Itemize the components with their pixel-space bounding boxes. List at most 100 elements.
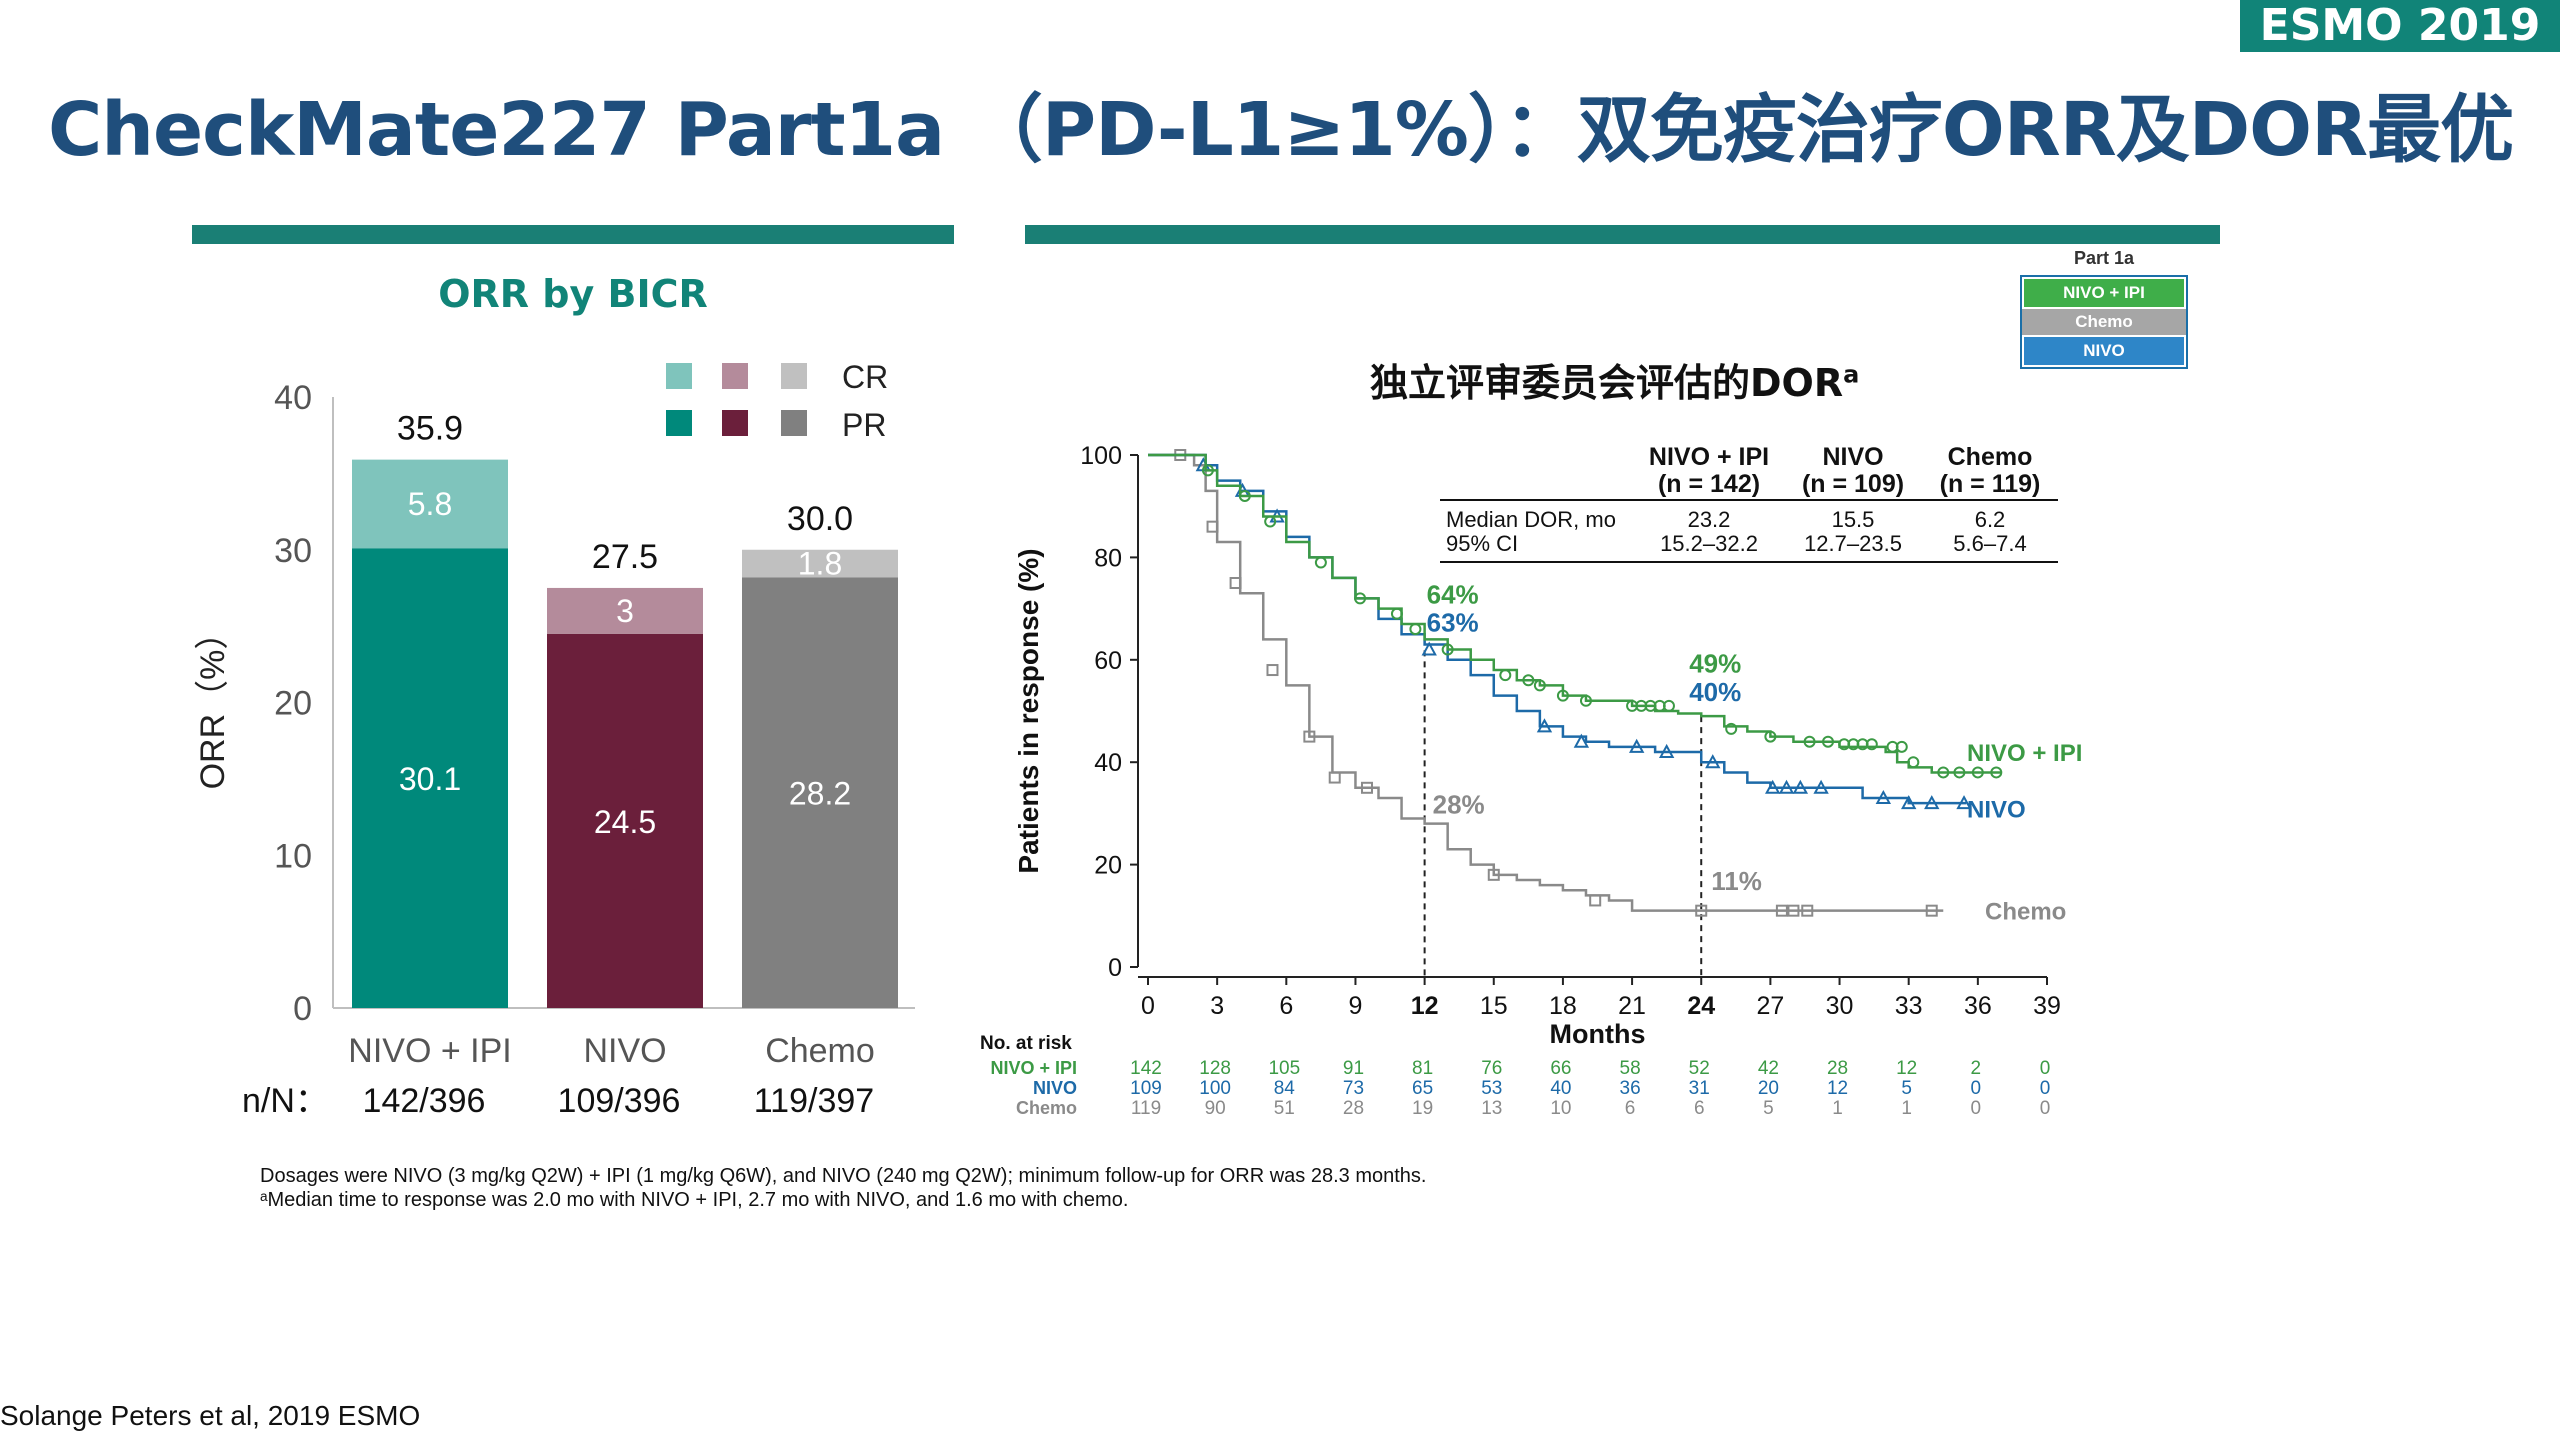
source-citation: Solange Peters et al, 2019 ESMO <box>0 1400 421 1431</box>
legend-cr-swatch <box>666 363 692 389</box>
table-cell: 23.2 <box>1688 507 1731 532</box>
bar-total-label: 27.5 <box>592 538 658 576</box>
orr-nn-value: 109/396 <box>558 1082 681 1120</box>
km-x-tick: 33 <box>1895 992 1923 1020</box>
part1a-legend-title: Part 1a <box>2073 248 2135 268</box>
km-censor-mark <box>1901 795 1917 810</box>
bar-total-label: 35.9 <box>397 410 463 448</box>
table-cell: 5.6–7.4 <box>1953 531 2026 556</box>
risk-cell: 1 <box>1901 1098 1912 1119</box>
table-cell: 12.7–23.5 <box>1804 531 1902 556</box>
km-censor-mark <box>1573 733 1590 748</box>
km-censor-mark <box>1589 894 1602 907</box>
part1a-legend-chemo: Chemo <box>2022 309 2186 335</box>
km-x-tick: 30 <box>1826 992 1854 1020</box>
orr-chart-title: ORR by BICR <box>438 272 708 316</box>
risk-cell: 12 <box>1827 1078 1848 1099</box>
legend-pr-label: PR <box>842 407 886 443</box>
km-censor-mark <box>1556 689 1569 702</box>
risk-cell: 5 <box>1901 1078 1912 1099</box>
risk-cell: 13 <box>1481 1098 1502 1119</box>
risk-cell: 128 <box>1199 1058 1231 1079</box>
orr-bar-chart: 0 10 20 30 40 ORR（%） 30.1 5.8 35.9 24.5 3 27.5 28.2… <box>194 359 915 1120</box>
km-annotation: 40% <box>1689 677 1741 707</box>
risk-cell: 40 <box>1550 1078 1571 1099</box>
km-censor-mark <box>1441 643 1454 656</box>
km-censor-mark <box>1264 515 1277 528</box>
km-censor-mark <box>1990 766 2003 779</box>
bar-pr <box>742 577 898 1008</box>
km-x-tick: 0 <box>1141 992 1155 1020</box>
risk-cell: 105 <box>1268 1058 1300 1079</box>
risk-cell: 0 <box>2040 1058 2051 1079</box>
risk-row-label: Chemo <box>1016 1098 1077 1118</box>
footnote-dosage: Dosages were NIVO (3 mg/kg Q2W) + IPI (1… <box>260 1165 1427 1187</box>
km-x-tick: 18 <box>1549 992 1577 1020</box>
table-cell: 15.2–32.2 <box>1660 531 1758 556</box>
km-censor-mark <box>1725 722 1738 735</box>
km-censor-mark <box>1629 738 1645 753</box>
risk-cell: 36 <box>1620 1078 1641 1099</box>
km-x-label: Months <box>1550 1019 1646 1049</box>
risk-cell: 84 <box>1274 1078 1296 1099</box>
km-annotations: 64%63% 49%40% 28% 11% <box>1427 579 1762 896</box>
km-censor-mark <box>1971 766 1984 779</box>
km-y-tick: 100 <box>1080 442 1122 470</box>
km-x-tick: 3 <box>1210 992 1224 1020</box>
bar-pr <box>547 633 703 1008</box>
bar-pr-label: 24.5 <box>594 804 656 840</box>
risk-cell: 66 <box>1550 1058 1571 1079</box>
risk-cell: 90 <box>1205 1098 1226 1119</box>
km-end-label: NIVO <box>1967 796 2026 823</box>
risk-cell: 2 <box>1971 1058 1982 1079</box>
km-curve-nivo-ipi <box>1148 453 2001 774</box>
bar-cr-label: 3 <box>616 593 634 629</box>
bar-cr <box>352 459 508 549</box>
km-reference-lines <box>1423 639 1703 977</box>
risk-cell: 0 <box>2040 1098 2051 1119</box>
risk-cell: 28 <box>1827 1058 1848 1079</box>
table-header-n: (n = 142) <box>1658 470 1760 498</box>
orr-legend: CR PR <box>666 359 888 443</box>
orr-nn-value: 142/396 <box>363 1082 486 1120</box>
km-censor-mark <box>1695 904 1708 917</box>
orr-y-tick: 10 <box>274 837 312 875</box>
km-end-label: NIVO + IPI <box>1967 740 2082 767</box>
risk-cell: 6 <box>1694 1098 1705 1119</box>
legend-pr-swatch <box>722 410 748 436</box>
risk-cell: 109 <box>1130 1078 1162 1099</box>
table-cell: 15.5 <box>1832 507 1875 532</box>
km-y-label: Patients in response (%) <box>1013 548 1044 873</box>
km-censor-mark <box>1579 694 1592 707</box>
orr-y-label: ORR（%） <box>194 616 232 790</box>
bar-total-label: 30.0 <box>787 500 853 538</box>
km-censor-mark <box>1925 904 1938 917</box>
risk-row-label: NIVO + IPI <box>990 1058 1077 1078</box>
risk-cell: 142 <box>1130 1058 1162 1079</box>
orr-y-axis: 0 10 20 30 40 ORR（%） <box>194 379 915 1028</box>
km-x-tick: 27 <box>1756 992 1784 1020</box>
km-x-tick: 15 <box>1480 992 1508 1020</box>
km-censor-mark <box>1953 766 1966 779</box>
table-header-n: (n = 109) <box>1802 470 1904 498</box>
km-censor-mark <box>1533 679 1546 692</box>
bar-cr <box>742 549 898 578</box>
km-censor-mark <box>1266 664 1279 677</box>
risk-cell: 0 <box>1971 1098 1982 1119</box>
risk-cell: 58 <box>1620 1058 1641 1079</box>
risk-cell: 65 <box>1412 1078 1433 1099</box>
table-row-label: 95% CI <box>1446 531 1518 556</box>
risk-cell: 91 <box>1343 1058 1364 1079</box>
km-censor-mark <box>1875 789 1892 805</box>
table-row-label: Median DOR, mo <box>1446 507 1616 532</box>
risk-row-label: NIVO <box>1033 1078 1077 1098</box>
orr-y-tick: 0 <box>293 990 312 1028</box>
risk-cell: 53 <box>1481 1078 1502 1099</box>
bar-cr-label: 5.8 <box>408 486 452 522</box>
legend-cr-label: CR <box>842 359 888 395</box>
table-header: Chemo <box>1948 443 2033 471</box>
bar-cr <box>547 587 703 634</box>
km-annotation: 63% <box>1427 608 1479 638</box>
table-cell: 6.2 <box>1975 507 2006 532</box>
